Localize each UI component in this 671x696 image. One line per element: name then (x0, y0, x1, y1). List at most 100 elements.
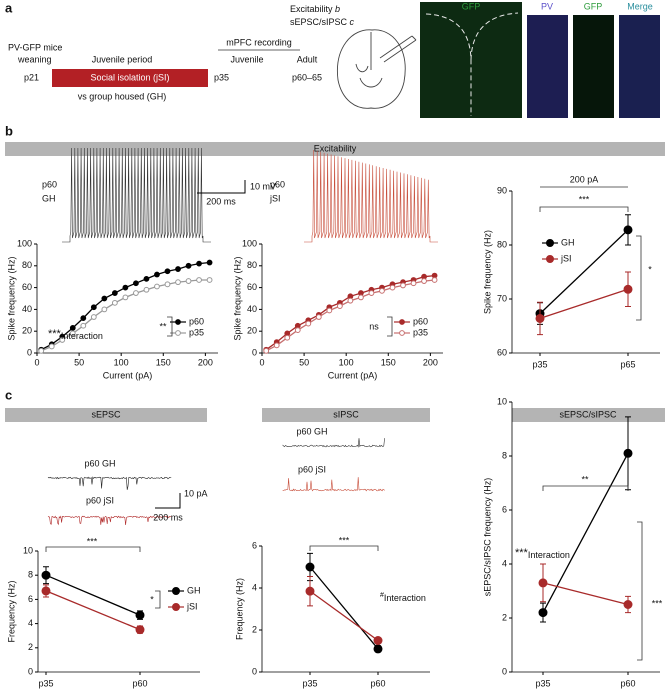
data-point (431, 277, 438, 283)
data-point (538, 578, 548, 588)
timeline-text: Juvenile (230, 54, 263, 64)
interaction-text: #Interaction (380, 592, 426, 604)
measure-panel: c (350, 17, 355, 27)
y-tick-label: 6 (252, 540, 257, 550)
y-tick-label: 6 (28, 594, 33, 604)
measure-text: Excitability (290, 4, 333, 14)
legend-marker (546, 255, 554, 263)
scale-bar-label: 10 pA (184, 488, 208, 498)
data-point (154, 283, 160, 290)
series-line (309, 566, 379, 650)
x-tick-label: 200 (423, 357, 438, 367)
x-tick-label: 0 (34, 357, 39, 367)
bracket (542, 485, 629, 491)
data-point (373, 636, 383, 645)
y-tick-label: 0 (28, 666, 33, 676)
data-point (389, 284, 396, 291)
y-tick-label: 2 (28, 642, 33, 652)
section-header: sEPSC/sIPSC (559, 409, 617, 419)
bracket (45, 546, 141, 552)
measure-text: Excitability b (290, 4, 340, 14)
section-header: sIPSC (333, 409, 359, 419)
interaction-label: Interaction (528, 550, 570, 560)
timeline-text: Adult (297, 54, 318, 64)
data-point (373, 644, 383, 654)
scale-bar (155, 493, 181, 509)
panel-label: b (5, 123, 13, 138)
legend-marker (399, 330, 405, 336)
x-tick-label: 150 (381, 357, 396, 367)
legend-marker (546, 239, 554, 247)
y-tick-label: 80 (22, 260, 32, 270)
trace-label: GH (42, 193, 56, 203)
scale-bar (197, 180, 246, 194)
x-tick-label: p60 (370, 678, 385, 688)
legend-marker (172, 603, 180, 611)
legend-label: p35 (413, 327, 428, 337)
legend-marker (399, 319, 405, 325)
trace-label: p60 jSI (86, 495, 114, 505)
section-header-bar (262, 408, 430, 422)
series-line (539, 288, 629, 320)
y-axis-label: Frequency (Hz) (234, 578, 244, 640)
data-point (273, 342, 280, 349)
data-point (305, 320, 312, 327)
data-point (535, 313, 545, 323)
annotation: ** (581, 474, 589, 484)
annotation: *** (579, 194, 590, 204)
data-point (48, 343, 55, 350)
image-label: GFP (584, 1, 603, 11)
data-point (111, 299, 118, 306)
trace-label: p60 (270, 179, 285, 189)
scale-bar-label: 200 ms (153, 512, 183, 522)
y-tick-label: 0 (502, 666, 507, 676)
legend-marker (172, 587, 180, 595)
timeline-text: PV-GFP mice (8, 42, 62, 52)
y-tick-label: 8 (502, 450, 507, 460)
x-tick-label: p60 (132, 678, 147, 688)
y-tick-label: 20 (247, 326, 257, 336)
bracket (387, 316, 393, 337)
legend-label: GH (561, 237, 575, 247)
y-tick-label: 10 (497, 396, 507, 406)
data-point (421, 278, 427, 284)
data-point (358, 294, 364, 301)
image-label: Merge (627, 1, 653, 11)
timeline-text: Juvenile period (92, 54, 153, 64)
timeline-text: p35 (214, 72, 229, 82)
y-tick-label: 0 (252, 347, 257, 357)
y-tick-label: 100 (242, 238, 257, 248)
x-tick-label: p35 (535, 678, 550, 688)
annotation: * (150, 594, 154, 604)
x-tick-label: 50 (74, 357, 84, 367)
data-point (196, 277, 202, 283)
voltage-trace (62, 147, 211, 243)
y-tick-label: 100 (17, 238, 32, 248)
trace-label: jSI (269, 193, 281, 203)
data-point (326, 307, 333, 314)
data-point (196, 260, 202, 267)
x-tick-label: p35 (302, 678, 317, 688)
y-tick-label: 80 (247, 260, 257, 270)
y-tick-label: 4 (252, 582, 257, 592)
y-axis-label: Frequency (Hz) (6, 580, 16, 642)
data-point (69, 330, 76, 337)
data-point (101, 306, 108, 313)
interaction-text: ***Interaction (515, 547, 570, 560)
x-tick-label: p60 (620, 678, 635, 688)
section-header: Excitability (314, 143, 357, 153)
y-tick-label: 80 (497, 239, 507, 249)
data-point (41, 586, 51, 596)
data-point (294, 327, 301, 334)
measure-panel: b (335, 4, 340, 14)
x-tick-label: p35 (532, 359, 547, 369)
image-label: PV (541, 1, 553, 11)
current-trace (282, 477, 385, 492)
data-point (410, 280, 417, 287)
section-header: sEPSC (91, 409, 121, 419)
interaction-label: Interaction (61, 331, 103, 341)
y-axis-label: Spike frequency (Hz) (6, 256, 16, 340)
data-point (69, 325, 76, 331)
data-point (368, 290, 375, 296)
